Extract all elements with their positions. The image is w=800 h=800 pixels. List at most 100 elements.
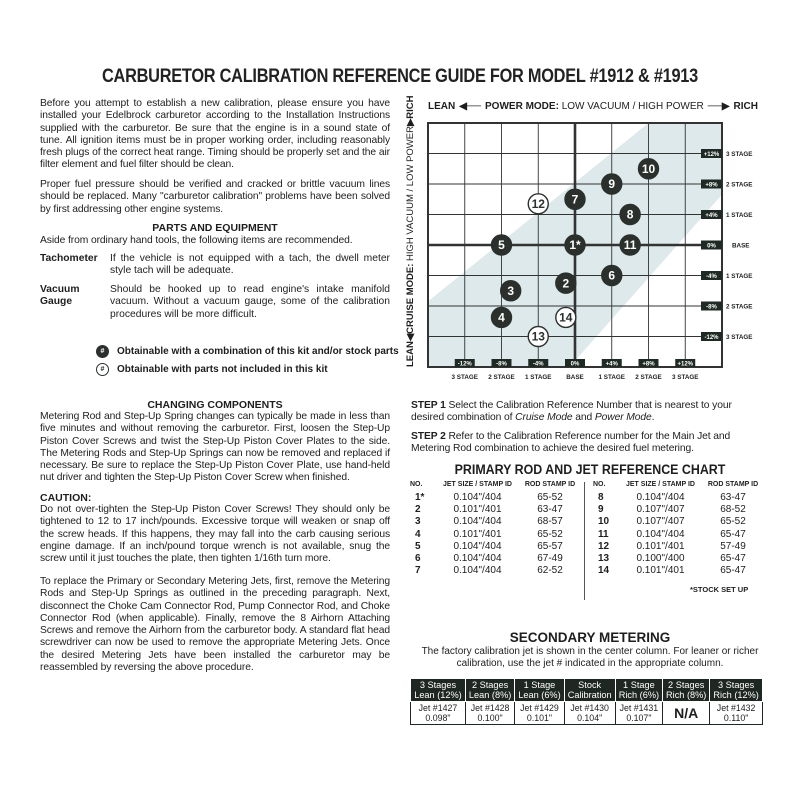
legend-text: Obtainable with parts not included in th… [117,364,328,375]
rich-label: RICH [405,95,416,119]
y-tick-label: +12% [704,152,720,158]
arrow-down-icon: ◀ [405,333,416,342]
calibration-point-marker [527,193,549,215]
table-cell: 0.104"/404 [453,540,502,552]
table-cell: Jet #1431 0.107" [614,701,664,725]
table-cell: 0.101"/401 [453,528,502,540]
caution-heading: CAUTION: [40,492,92,504]
y-tick-box [701,301,722,311]
primary-chart-title: PRIMARY ROD AND JET REFERENCE CHART [454,462,726,477]
parts-intro: Aside from ordinary hand tools, the foll… [40,235,353,246]
table-cell: 0.107"/407 [636,516,685,528]
x-tick-box [454,359,475,367]
table-cell: 0.101"/401 [636,540,685,552]
x-tick-stage: 1 STAGE [525,374,551,381]
table-cell: 0.104"/404 [453,553,502,564]
y-tick-stage: 1 STAGE [726,273,752,280]
parts-term: Tachometer [40,253,98,264]
y-tick-box [701,149,722,158]
calibration-point-label: 4 [498,311,505,325]
calibration-point-marker [555,272,577,294]
x-tick-label: -4% [533,362,544,368]
calibration-point-label: 2 [562,276,569,290]
y-tick-box [701,210,722,219]
x-tick-box [638,359,659,367]
power-mode-axis-label: LEAN ◀── POWER MODE: LOW VACUUM / HIGH P… [428,101,758,112]
x-tick-label: -12% [458,362,473,368]
legend-solid: # Obtainable with a combination of this … [96,345,399,358]
y-tick-stage: 2 STAGE [726,303,752,310]
table-cell: N/A [662,701,711,725]
hollow-circle-icon: # [96,363,109,376]
x-tick-label: +12% [677,362,693,368]
table-cell: 62-52 [537,565,563,577]
caution-paragraph: Do not over-tighten the Step-Up Piston C… [40,504,390,565]
table-cell: 0.104"/404 [636,528,685,540]
step-em: Power Mode [594,412,652,424]
y-tick-stage: 1 STAGE [726,212,752,219]
legend-text: Obtainable with a combination of this ki… [117,346,399,357]
power-mode-desc: LOW VACUUM / HIGH POWER [561,101,704,112]
column-header: 3 Stages Lean (12%) [410,678,466,702]
jets-paragraph: To replace the Primary or Secondary Mete… [40,576,390,674]
table-cell: 68-57 [537,516,563,528]
column-header: 1 Stage Rich (6%) [614,678,664,702]
calibration-point-marker [564,188,586,210]
x-tick-stage: 2 STAGE [635,374,661,381]
table-cell: 1* [415,492,425,503]
calibration-point-label: 3 [507,284,514,298]
calibration-point-label: 6 [608,269,615,283]
step-label: STEP 2 [411,431,446,442]
power-mode-label: POWER MODE: [485,101,559,112]
x-tick-box [528,359,549,367]
calibration-point-marker [601,173,623,195]
cruise-mode-label: CRUISE MODE: [405,263,416,334]
table-cell: 63-47 [720,492,746,503]
table-cell: 2 [415,504,421,516]
table-cell: 63-47 [537,504,563,516]
column-header: Stock Calibration [563,678,616,702]
calibration-point-label: 1* [569,238,581,252]
table-cell: 65-57 [537,540,563,552]
parts-item-tachometer: Tachometer If the vehicle is not equippe… [40,253,390,278]
calibration-point-marker [619,203,641,226]
table-cell: 10 [598,516,610,528]
step-text: . [651,412,655,424]
column-header: 1 Stage Lean (6%) [514,678,565,702]
table-cell: 65-52 [537,492,563,503]
table-cell: 14 [598,565,610,577]
x-tick-stage: 2 STAGE [488,374,514,381]
changing-paragraph: Metering Rod and Step-Up Spring changes … [40,411,390,484]
y-tick-box [701,271,722,280]
table-cell: 0.104"/404 [636,492,685,503]
table-cell: 12 [598,540,610,552]
intro-paragraph-2: Proper fuel pressure should be verified … [40,179,390,215]
table-cell: 65-47 [720,565,746,577]
x-tick-label: -8% [496,362,507,368]
x-tick-stage: 3 STAGE [452,374,478,381]
column-header: JET SIZE / STAMP ID [443,481,512,488]
table-cell: 0.104"/404 [453,492,502,503]
column-header: ROD STAMP ID [707,481,759,488]
table-cell: 0.101"/401 [453,504,502,516]
calibration-point-label: 13 [532,330,546,344]
y-tick-label: +8% [705,182,718,188]
table-cell: 6 [415,553,421,564]
page-title: CARBURETOR CALIBRATION REFERENCE GUIDE F… [102,66,698,87]
parts-heading: PARTS AND EQUIPMENT [152,222,278,234]
x-tick-stage: 3 STAGE [672,374,698,381]
y-tick-box [701,179,722,189]
calibration-diagram: -12% 3 STAGE -8% 2 STAGE -4% 1 STAGE 0% BASE +4%… [427,122,752,381]
y-tick-stage: 3 STAGE [726,151,752,158]
table-cell: 0.107"/407 [636,504,685,516]
step-text: Select the Calibration Reference Number … [411,400,732,424]
y-tick-box [701,332,722,341]
secondary-metering-table: 3 Stages Lean (12%) 2 Stages Lean (8%) 1 Sta… [410,678,763,725]
table-cell: 5 [415,540,421,552]
legend-hollow: # Obtainable with parts not included in … [96,363,328,376]
table-cell: Jet #1432 0.110" [709,701,763,725]
calibration-point-label: 5 [498,238,505,252]
x-tick-box [601,359,622,367]
calibration-point-marker [564,234,586,256]
table-cell: 65-47 [720,528,746,540]
